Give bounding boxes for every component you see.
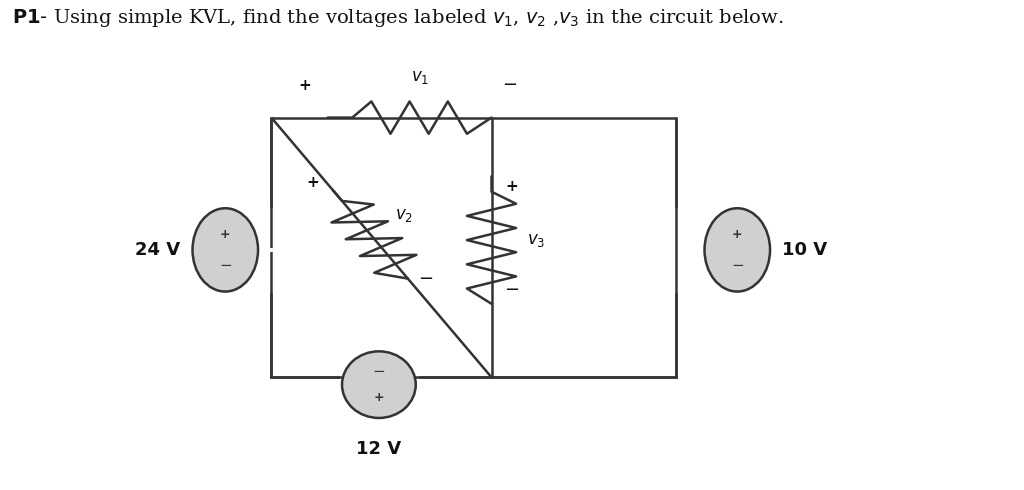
Text: −: − xyxy=(373,365,385,379)
Text: 10 V: 10 V xyxy=(782,241,827,259)
Text: −: − xyxy=(219,258,231,273)
Ellipse shape xyxy=(193,208,258,292)
Text: +: + xyxy=(506,179,518,194)
Text: $v_3$: $v_3$ xyxy=(527,232,546,248)
Text: +: + xyxy=(374,391,384,404)
Ellipse shape xyxy=(705,208,770,292)
Text: 12 V: 12 V xyxy=(356,440,401,458)
Text: 24 V: 24 V xyxy=(135,241,180,259)
Text: −: − xyxy=(503,76,517,94)
Text: +: + xyxy=(220,227,230,241)
Ellipse shape xyxy=(342,351,416,418)
Text: +: + xyxy=(299,78,311,93)
Text: +: + xyxy=(306,175,318,191)
Text: −: − xyxy=(418,270,433,288)
Text: −: − xyxy=(731,258,743,273)
Text: +: + xyxy=(732,227,742,241)
Text: $v_2$: $v_2$ xyxy=(394,207,413,224)
Text: $v_1$: $v_1$ xyxy=(411,69,429,86)
Text: $\mathbf{P1\text{-}}$ Using simple KVL, find the voltages labeled $v_1$, $v_2$ ,: $\mathbf{P1\text{-}}$ Using simple KVL, … xyxy=(12,7,784,29)
Text: −: − xyxy=(505,281,519,299)
